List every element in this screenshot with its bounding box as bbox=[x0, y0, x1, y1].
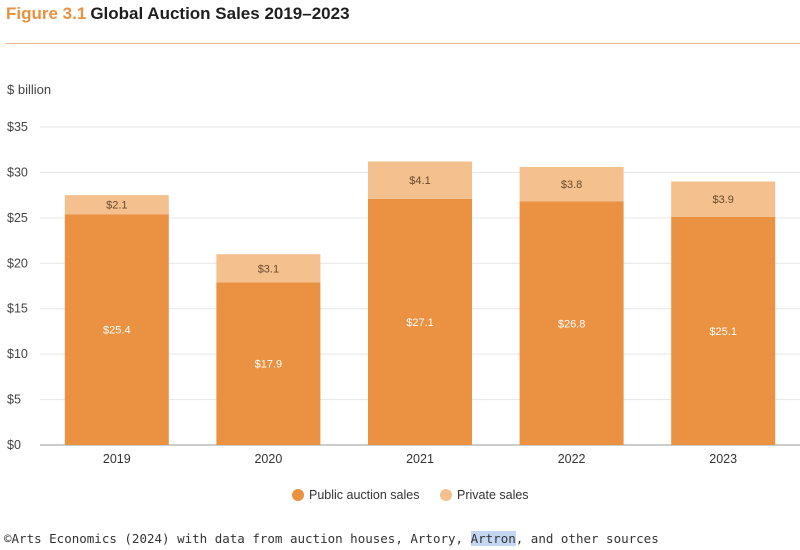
bar-value-label-public: $26.8 bbox=[558, 318, 586, 330]
source-text-end: , and other sources bbox=[515, 531, 659, 546]
bar-public-auction bbox=[519, 201, 624, 445]
bar-public-auction bbox=[368, 198, 472, 445]
bar-private-sales bbox=[519, 166, 624, 202]
bar-value-label-private: $3.9 bbox=[712, 194, 733, 206]
y-axis-label: $ billion bbox=[7, 82, 51, 97]
legend-swatch-public bbox=[292, 489, 304, 501]
bar-value-label-private: $3.1 bbox=[258, 263, 279, 275]
x-tick-label: 2023 bbox=[709, 452, 737, 466]
legend-label-private: Private sales bbox=[457, 488, 529, 502]
figure-number: Figure 3.1 bbox=[6, 4, 87, 23]
y-tick-label: $10 bbox=[7, 347, 28, 361]
bar-private-sales bbox=[368, 161, 472, 199]
bar-public-auction bbox=[671, 216, 776, 445]
y-tick-label: $35 bbox=[7, 120, 28, 134]
bar-value-label-private: $2.1 bbox=[106, 200, 127, 212]
stacked-bar-chart: $ billion $0 $5 $10 $15 $20 $25 $30 $35 $25.4 $2.1… bbox=[7, 82, 800, 502]
bar-value-label-private: $4.1 bbox=[409, 175, 430, 187]
y-tick-label: $0 bbox=[7, 438, 21, 452]
figure-title: Global Auction Sales 2019–2023 bbox=[90, 4, 350, 23]
x-tick-label: 2021 bbox=[406, 452, 434, 466]
header-divider bbox=[6, 43, 800, 44]
bar-private-sales bbox=[64, 195, 169, 215]
bar-value-label-private: $3.8 bbox=[561, 179, 582, 191]
y-tick-label: $15 bbox=[7, 302, 28, 316]
figure-header: Figure 3.1 Global Auction Sales 2019–2023 bbox=[6, 4, 350, 26]
bar-public-auction bbox=[216, 282, 321, 445]
source-text: ©Arts Economics (2024) with data from au… bbox=[4, 531, 471, 546]
bar-value-label-public: $17.9 bbox=[255, 359, 283, 371]
y-tick-label: $20 bbox=[7, 256, 28, 270]
y-tick-label: $5 bbox=[7, 393, 21, 407]
x-tick-label: 2020 bbox=[254, 452, 282, 466]
bar-value-label-public: $25.1 bbox=[709, 326, 737, 338]
source-highlighted-text: Artron bbox=[470, 531, 516, 546]
bar-value-label-public: $25.4 bbox=[103, 325, 131, 337]
bar-value-label-public: $27.1 bbox=[406, 317, 434, 329]
y-tick-label: $25 bbox=[7, 211, 28, 225]
bar-private-sales bbox=[671, 181, 776, 217]
y-tick-label: $30 bbox=[7, 165, 28, 179]
x-tick-label: 2019 bbox=[103, 452, 131, 466]
bar-private-sales bbox=[216, 254, 321, 283]
bar-public-auction bbox=[64, 214, 169, 445]
legend-label-public: Public auction sales bbox=[309, 488, 419, 502]
legend-swatch-private bbox=[440, 489, 452, 501]
source-note: ©Arts Economics (2024) with data from au… bbox=[4, 531, 659, 546]
x-tick-label: 2022 bbox=[558, 452, 586, 466]
